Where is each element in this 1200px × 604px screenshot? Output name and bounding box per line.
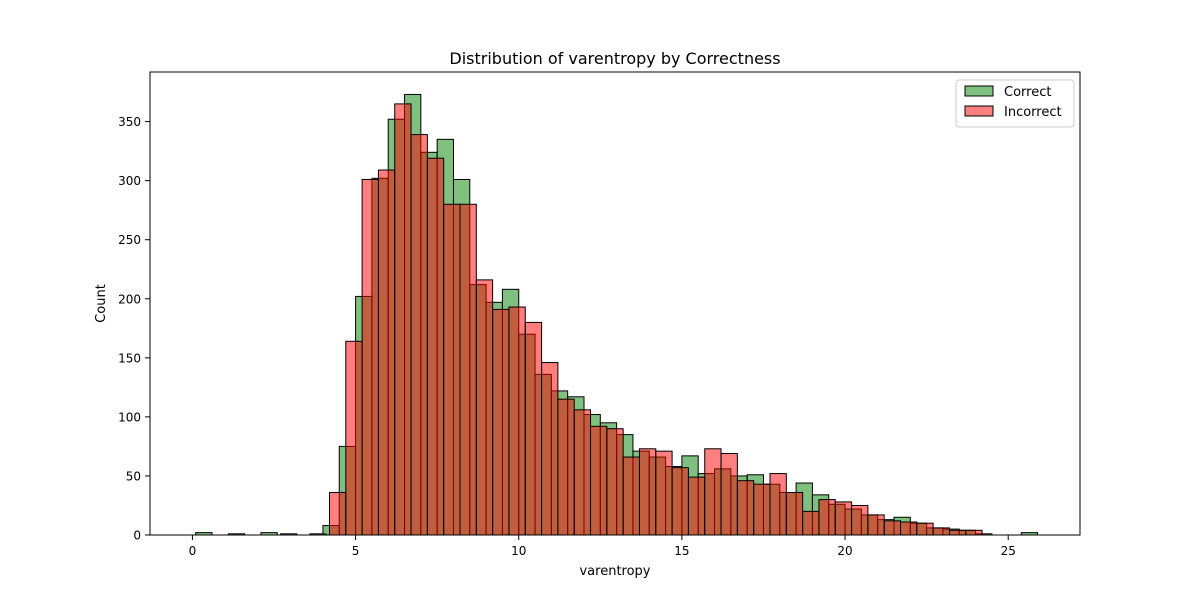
bar-incorrect — [622, 456, 640, 536]
y-tick-label: 50 — [126, 469, 141, 483]
x-tick-label: 20 — [837, 544, 852, 558]
legend: Correct Incorrect — [955, 79, 1075, 128]
bar-incorrect — [410, 134, 428, 536]
bar-incorrect — [720, 453, 738, 536]
y-tick-label: 350 — [118, 115, 141, 129]
bar-incorrect — [655, 450, 673, 536]
y-tick-label: 300 — [118, 174, 141, 188]
bar-incorrect — [492, 308, 510, 536]
bar-incorrect — [573, 409, 592, 536]
bar-incorrect — [785, 491, 804, 536]
bar-incorrect — [443, 203, 461, 536]
legend-label-correct: Correct — [1004, 85, 1051, 100]
bar-incorrect — [557, 398, 575, 536]
bar-incorrect — [704, 448, 722, 536]
x-tick-label: 25 — [1001, 544, 1016, 558]
bar-incorrect — [426, 157, 445, 536]
bar-incorrect — [753, 483, 771, 536]
y-tick-label: 250 — [118, 233, 141, 247]
bar-incorrect — [867, 514, 885, 536]
bar-incorrect — [508, 306, 526, 536]
bar-incorrect — [883, 520, 902, 536]
bar-incorrect — [851, 504, 869, 536]
bar-incorrect — [948, 529, 967, 536]
bar-incorrect — [818, 499, 836, 536]
bar-incorrect — [769, 473, 787, 536]
bar-incorrect — [361, 178, 379, 536]
legend-swatch-incorrect — [964, 105, 994, 117]
y-tick-label: 150 — [118, 351, 141, 365]
x-tick-label: 5 — [352, 544, 360, 558]
bar-incorrect — [606, 428, 624, 536]
y-tick-label: 0 — [133, 529, 141, 543]
y-axis-label: Count — [94, 284, 109, 323]
x-axis-label: varentropy — [579, 564, 650, 579]
bar-incorrect — [802, 510, 820, 536]
bar-incorrect — [345, 340, 363, 536]
bar-incorrect — [459, 203, 477, 536]
bar-incorrect — [687, 476, 706, 536]
bar-incorrect — [671, 467, 689, 536]
x-axis: 0 5 10 15 20 25 — [189, 535, 1016, 558]
bar-incorrect — [377, 169, 396, 536]
bar-incorrect — [736, 480, 755, 536]
bar-incorrect — [916, 522, 934, 536]
bar-incorrect — [475, 279, 494, 536]
y-tick-label: 100 — [118, 410, 141, 424]
bar-incorrect — [834, 501, 853, 536]
bar-incorrect — [965, 529, 983, 536]
bar-incorrect — [524, 321, 543, 536]
bar-incorrect — [541, 362, 559, 536]
bar-incorrect — [900, 521, 918, 536]
bar-incorrect — [328, 491, 347, 536]
legend-label-incorrect: Incorrect — [1004, 105, 1062, 120]
x-tick-label: 0 — [189, 544, 197, 558]
bar-incorrect — [590, 425, 608, 536]
plot-frame — [149, 71, 1081, 536]
x-tick-label: 15 — [674, 544, 689, 558]
y-tick-label: 200 — [118, 292, 141, 306]
bars-layer — [195, 93, 1039, 536]
bar-incorrect — [638, 448, 657, 536]
bar-incorrect — [932, 527, 950, 536]
y-axis: 0 50 100 150 200 250 300 350 — [118, 115, 150, 543]
bar-incorrect — [394, 103, 412, 536]
chart-title: Distribution of varentropy by Correctnes… — [449, 49, 780, 68]
x-tick-label: 10 — [511, 544, 526, 558]
legend-swatch-correct — [964, 85, 994, 97]
